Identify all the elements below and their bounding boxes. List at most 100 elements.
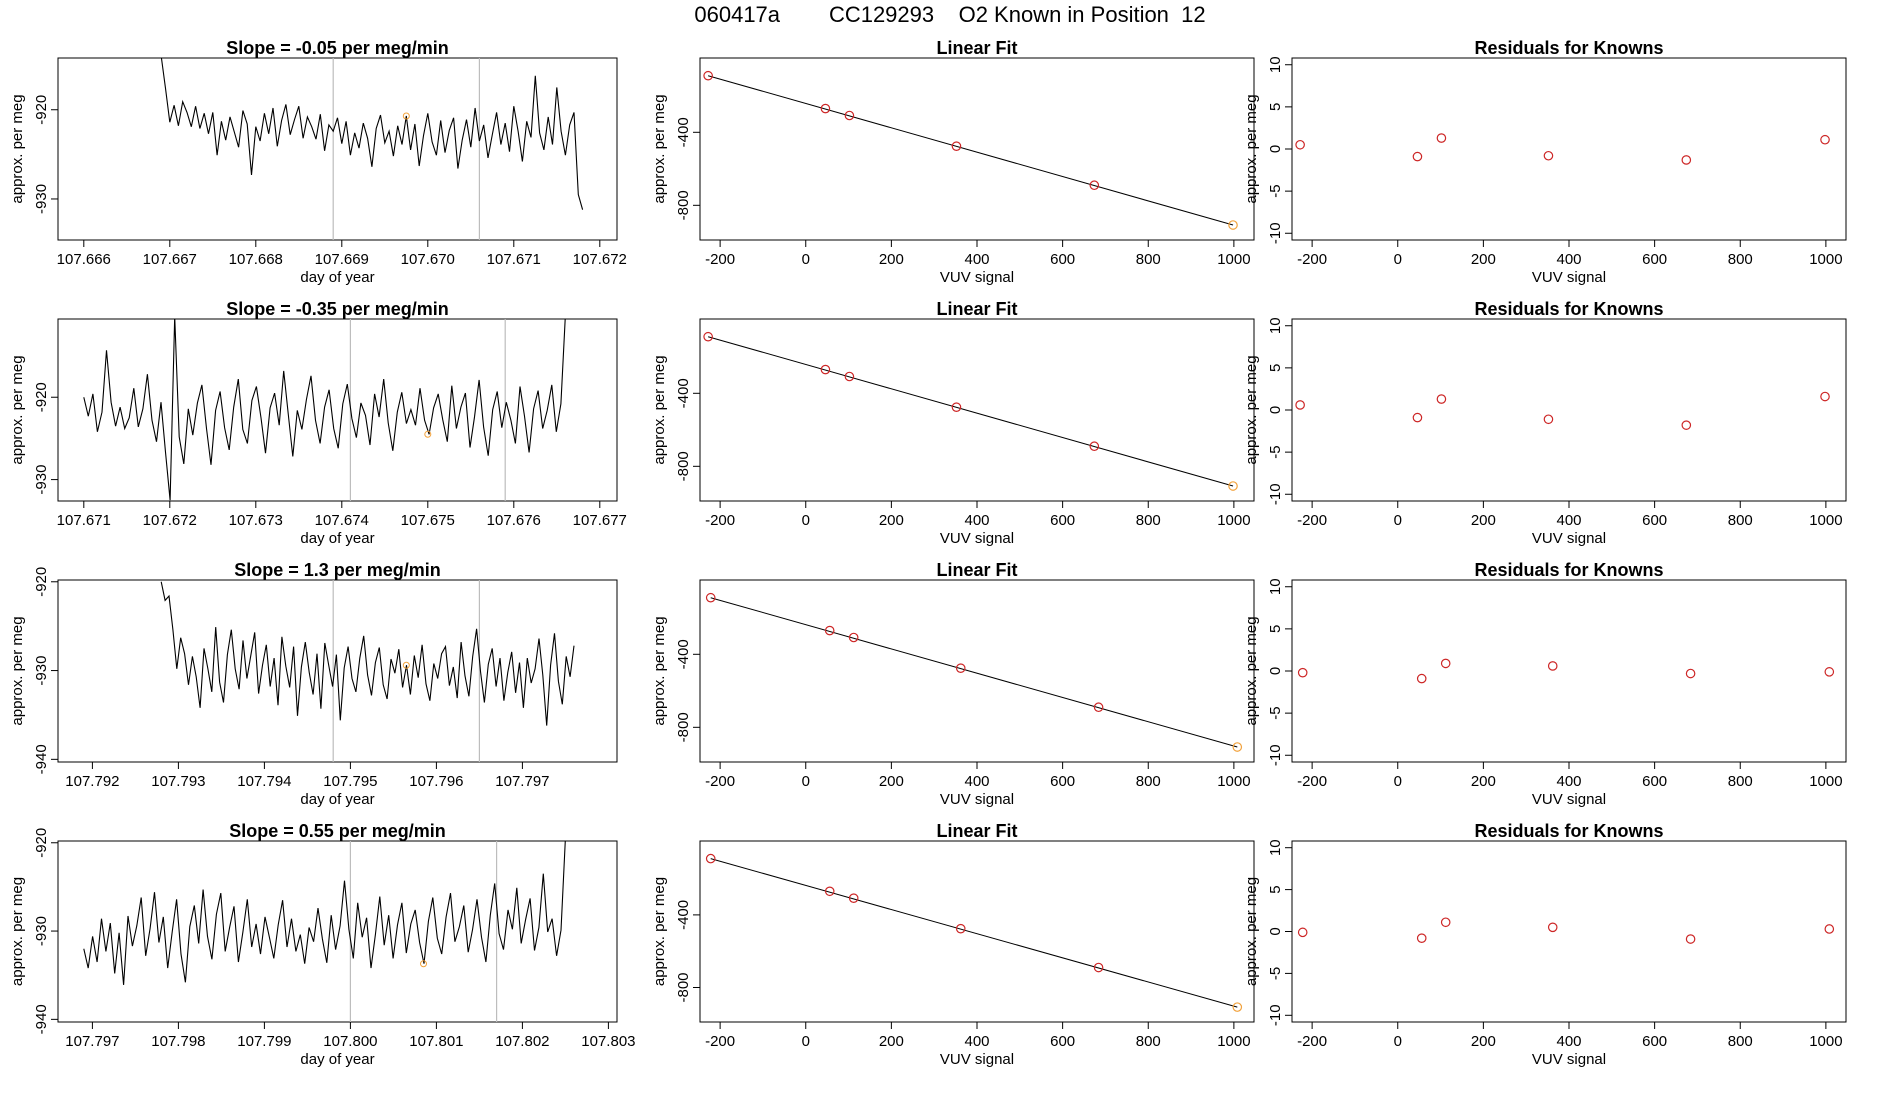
data-point (824, 625, 835, 636)
known-position-label: O2 Known in Position 12 (958, 2, 1206, 27)
x-tick-label: 0 (1394, 773, 1402, 790)
chart-title: Slope = 0.55 per meg/min (229, 821, 446, 841)
y-tick-label: -800 (675, 190, 692, 220)
chart-title: Residuals for Knowns (1474, 299, 1663, 319)
x-tick-label: 600 (1642, 1033, 1667, 1050)
chart-title: Linear Fit (936, 38, 1017, 58)
data-point (1228, 481, 1238, 491)
x-tick-label: 1000 (1217, 1033, 1250, 1050)
data-point (955, 923, 966, 934)
x-tick-label: 0 (1394, 251, 1402, 268)
residual-point (1416, 673, 1427, 684)
data-point (844, 110, 855, 121)
y-axis-label: approx. per meg (651, 355, 668, 464)
x-tick-label: 107.666 (57, 251, 111, 268)
x-tick-label: 107.673 (229, 512, 283, 529)
x-tick-label: 400 (1556, 773, 1581, 790)
x-tick-label: -200 (1297, 773, 1327, 790)
x-tick-label: 107.795 (323, 773, 377, 790)
x-tick-label: -200 (705, 512, 735, 529)
chart-title: Linear Fit (936, 560, 1017, 580)
chart-panel-r1c1: Slope = -0.05 per meg/min 107.666 107.667 1… (9, 38, 627, 286)
y-tick-label: -400 (675, 639, 692, 669)
residual-point (1824, 667, 1835, 677)
x-axis-label: VUV signal (1532, 269, 1606, 286)
x-tick-label: 1000 (1217, 251, 1250, 268)
y-tick-label: 10 (1267, 56, 1284, 73)
residual-point (1412, 412, 1423, 423)
y-axis-label: approx. per meg (9, 94, 26, 203)
y-tick-label: -5 (1267, 445, 1284, 458)
data-point (820, 103, 831, 114)
plot-area (1297, 658, 1835, 684)
x-tick-label: 0 (802, 251, 810, 268)
highlight-marker (420, 960, 427, 968)
y-tick-label: 5 (1267, 364, 1284, 372)
x-tick-label: 200 (1471, 773, 1496, 790)
x-tick-label: 400 (1556, 1033, 1581, 1050)
figure-title: 060417a CC129293 O2 Known in Position 12 (0, 2, 1900, 28)
y-tick-label: -400 (675, 900, 692, 930)
plot-area (703, 331, 1238, 491)
y-tick-label: 10 (1267, 839, 1284, 856)
x-tick-label: 600 (1642, 773, 1667, 790)
y-tick-label: -800 (675, 451, 692, 481)
residual-point (1543, 414, 1554, 425)
x-tick-label: 107.802 (495, 1033, 549, 1050)
plot-area (160, 580, 575, 762)
y-tick-label: -10 (1267, 483, 1284, 505)
y-tick-label: -930 (33, 656, 50, 686)
chart-panel-r1c2: Linear Fit -200 0 200 400 600 800 1000 -800 -400 V… (651, 38, 1255, 286)
x-tick-label: 200 (1471, 512, 1496, 529)
x-tick-label: 200 (1471, 1033, 1496, 1050)
x-tick-label: 400 (964, 773, 989, 790)
data-point (703, 331, 713, 342)
residual-point (1685, 668, 1696, 679)
x-axis-label: day of year (300, 269, 374, 286)
y-tick-label: 0 (1267, 406, 1284, 414)
plot-frame (1291, 318, 1847, 502)
x-tick-label: 107.799 (237, 1033, 291, 1050)
y-tick-label: -400 (675, 117, 692, 147)
x-tick-label: 107.671 (487, 251, 541, 268)
x-tick-label: 107.801 (409, 1033, 463, 1050)
residual-point (1547, 661, 1558, 671)
plot-frame (699, 579, 1255, 763)
x-tick-label: 800 (1136, 773, 1161, 790)
x-tick-label: 0 (1394, 1033, 1402, 1050)
x-tick-label: 107.674 (315, 512, 369, 529)
x-tick-label: 107.672 (143, 512, 197, 529)
x-tick-label: 800 (1136, 512, 1161, 529)
x-tick-label: 400 (964, 1033, 989, 1050)
y-tick-label: -920 (33, 95, 50, 125)
data-point (1093, 702, 1104, 713)
chart-panel-r4c2: Linear Fit -200 0 200 400 600 800 1000 -800 -400 V… (651, 821, 1255, 1068)
x-tick-label: 200 (879, 512, 904, 529)
x-tick-label: 107.676 (487, 512, 541, 529)
plot-frame (57, 57, 618, 241)
y-tick-label: -920 (33, 828, 50, 858)
residual-point (1436, 133, 1447, 143)
residual-point (1295, 400, 1305, 410)
y-axis-label: approx. per meg (9, 355, 26, 464)
y-tick-label: -400 (675, 378, 692, 408)
x-tick-label: 200 (879, 773, 904, 790)
chart-title: Residuals for Knowns (1474, 560, 1663, 580)
plot-frame (699, 57, 1255, 241)
data-point (951, 141, 962, 151)
x-axis-label: day of year (300, 791, 374, 808)
fit-line (707, 336, 1234, 487)
y-tick-label: 5 (1267, 625, 1284, 633)
x-tick-label: 107.672 (573, 251, 627, 268)
y-tick-label: -800 (675, 712, 692, 742)
x-tick-label: 107.792 (65, 773, 119, 790)
x-tick-label: 1000 (1809, 1033, 1842, 1050)
y-axis-label: approx. per meg (651, 877, 668, 986)
y-tick-label: -920 (33, 567, 50, 597)
chart-panel-r4c3: Residuals for Knowns-200 0 200 400 600 800 100… (1243, 821, 1847, 1068)
x-tick-label: 107.796 (409, 773, 463, 790)
y-tick-label: -10 (1267, 1004, 1284, 1026)
x-tick-label: 107.794 (237, 773, 291, 790)
chart-title: Residuals for Knowns (1474, 38, 1663, 58)
x-tick-label: 107.803 (581, 1033, 635, 1050)
